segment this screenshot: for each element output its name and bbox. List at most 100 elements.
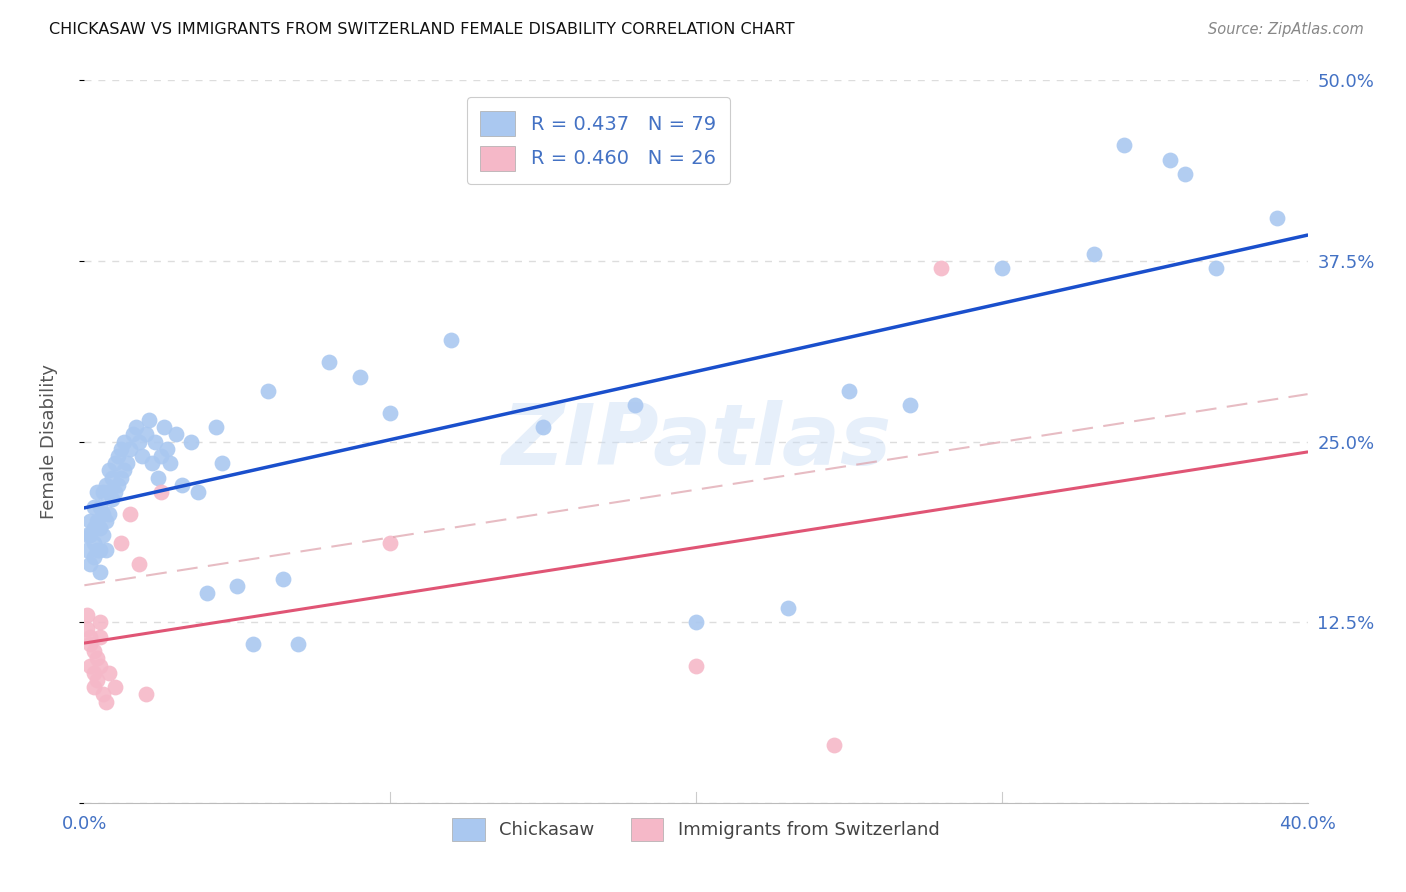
Legend: Chickasaw, Immigrants from Switzerland: Chickasaw, Immigrants from Switzerland [446,810,946,848]
Point [86,485,108,500]
Point [138,413,160,427]
Point [159,456,181,470]
Point [97,485,120,500]
Point [271,572,294,586]
Point [685,658,707,673]
Point [76,542,98,557]
Point [440,334,463,348]
Point [86,542,108,557]
Point [97,665,120,680]
Point [125,420,148,434]
Point [226,579,249,593]
Point [776,600,799,615]
Point [186,485,208,500]
Point [112,463,135,477]
Point [624,398,647,412]
Point [86,673,108,687]
Point [107,478,129,492]
Point [135,687,157,701]
Text: ZIPatlas: ZIPatlas [501,400,891,483]
Point [79,658,101,673]
Point [79,528,101,542]
Point [149,449,172,463]
Point [120,442,142,456]
Point [83,644,105,658]
Point [153,420,176,434]
Point [1265,211,1288,225]
Point [76,528,98,542]
Point [89,658,111,673]
Point [83,550,105,565]
Point [86,651,108,665]
Point [104,485,127,500]
Point [91,485,114,500]
Text: Source: ZipAtlas.com: Source: ZipAtlas.com [1208,22,1364,37]
Point [287,637,309,651]
Point [257,384,280,398]
Point [91,507,114,521]
Point [79,637,101,651]
Point [195,586,218,600]
Point [83,535,105,549]
Point [156,442,179,456]
Point [172,478,194,492]
Point [1159,153,1181,167]
Point [104,680,127,694]
Point [128,434,150,449]
Point [120,507,142,521]
Point [165,427,187,442]
Point [83,521,105,535]
Point [1174,167,1197,181]
Point [89,615,111,630]
Point [838,384,860,398]
Point [115,456,138,470]
Point [135,427,157,442]
Point [104,456,127,470]
Point [79,514,101,528]
Point [128,558,150,572]
Point [89,521,111,535]
Point [83,665,105,680]
Point [107,449,129,463]
Point [143,434,166,449]
Point [89,542,111,557]
Point [149,485,172,500]
Point [242,637,264,651]
Point [83,500,105,514]
Point [94,542,117,557]
Point [101,470,124,484]
Point [89,565,111,579]
Point [110,470,132,484]
Text: CHICKASAW VS IMMIGRANTS FROM SWITZERLAND FEMALE DISABILITY CORRELATION CHART: CHICKASAW VS IMMIGRANTS FROM SWITZERLAND… [49,22,794,37]
Point [131,449,153,463]
Point [211,456,233,470]
Point [94,478,117,492]
Point [380,535,402,549]
Point [112,434,135,449]
Point [318,355,340,369]
Point [380,406,402,420]
Point [1205,261,1227,276]
Point [94,514,117,528]
Y-axis label: Female Disability: Female Disability [39,364,58,519]
Point [180,434,202,449]
Point [110,535,132,549]
Point [83,680,105,694]
Point [76,623,98,637]
Point [141,456,163,470]
Point [79,558,101,572]
Point [349,369,371,384]
Point [76,607,98,622]
Point [79,630,101,644]
Point [1114,138,1136,153]
Point [91,528,114,542]
Point [110,442,132,456]
Point [1083,246,1105,260]
Point [89,630,111,644]
Point [86,514,108,528]
Point [898,398,921,412]
Point [146,470,169,484]
Point [122,427,145,442]
Point [101,492,124,507]
Point [685,615,707,630]
